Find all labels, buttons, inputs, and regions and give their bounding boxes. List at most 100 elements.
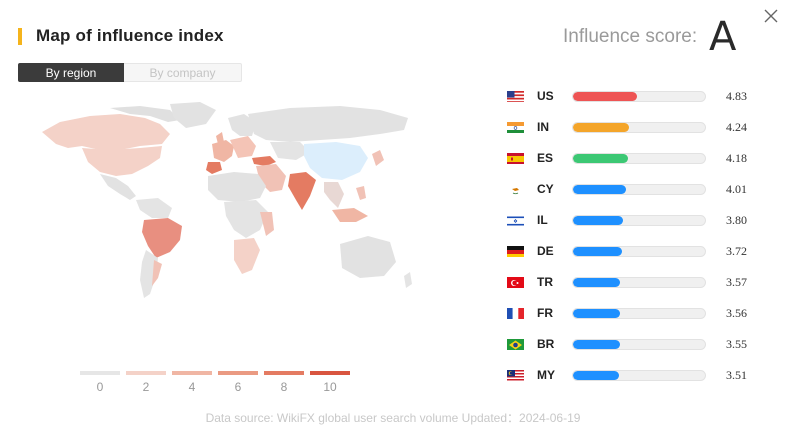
country-code: TR xyxy=(537,275,553,289)
us-flag-icon xyxy=(507,90,524,102)
country-code: DE xyxy=(537,244,554,258)
my-flag-icon xyxy=(507,369,524,381)
country-code: US xyxy=(537,89,554,103)
country-code: BR xyxy=(537,337,555,351)
region-usa xyxy=(82,146,162,176)
region-malaysia-indonesia xyxy=(332,208,368,222)
ranking-row-us[interactable]: US 4.83 xyxy=(507,86,747,106)
score-bar xyxy=(572,90,706,102)
legend-swatch xyxy=(218,371,258,375)
ranking-row-il[interactable]: IL 3.80 xyxy=(507,210,747,230)
legend-item: 0 xyxy=(80,371,120,394)
ranking-row-de[interactable]: DE 3.72 xyxy=(507,241,747,261)
region-uk xyxy=(216,132,224,144)
region-south-america-north xyxy=(136,198,172,218)
de-flag-icon xyxy=(507,245,524,257)
score-bar-fill xyxy=(573,308,620,318)
country-code: IL xyxy=(537,213,548,227)
score-bar xyxy=(572,338,706,350)
score-bar-fill xyxy=(573,91,637,101)
legend-label: 4 xyxy=(188,380,196,394)
score-bar-fill xyxy=(573,277,621,287)
region-canada-north xyxy=(110,106,180,122)
legend-item: 8 xyxy=(264,371,304,394)
legend-label: 0 xyxy=(96,380,104,394)
score-value: 3.57 xyxy=(726,274,747,289)
score-bar-fill xyxy=(573,153,629,163)
ranking-row-in[interactable]: IN 4.24 xyxy=(507,117,747,137)
score-bar-fill xyxy=(573,246,623,256)
br-flag-icon xyxy=(507,338,524,350)
region-spain xyxy=(206,162,222,174)
ranking-row-es[interactable]: ES 4.18 xyxy=(507,148,747,168)
score-value: 3.72 xyxy=(726,243,747,258)
region-south-africa xyxy=(234,238,260,274)
score-bar-fill xyxy=(573,122,629,132)
legend-label: 6 xyxy=(234,380,242,394)
country-code: IN xyxy=(537,120,549,134)
region-japan-korea xyxy=(372,150,384,166)
score-value: 3.51 xyxy=(726,367,747,382)
score-bar xyxy=(572,369,706,381)
region-australia xyxy=(340,236,396,278)
close-button[interactable] xyxy=(762,7,780,25)
score-bar xyxy=(572,152,706,164)
region-south-america-south xyxy=(140,250,158,298)
tab-by-region[interactable]: By region xyxy=(18,63,124,82)
ranking-row-cy[interactable]: CY 4.01 xyxy=(507,179,747,199)
legend-label: 2 xyxy=(142,380,150,394)
region-central-asia xyxy=(270,142,310,160)
ranking-row-my[interactable]: MY 3.51 xyxy=(507,365,747,385)
ranking-row-br[interactable]: BR 3.55 xyxy=(507,334,747,354)
legend-label: 8 xyxy=(280,380,288,394)
score-value: 3.56 xyxy=(726,305,747,320)
ranking-row-tr[interactable]: TR 3.57 xyxy=(507,272,747,292)
world-map-svg xyxy=(42,102,412,298)
region-mexico-central xyxy=(100,174,136,200)
ranking-row-fr[interactable]: FR 3.56 xyxy=(507,303,747,323)
region-philippines xyxy=(356,186,366,200)
region-new-zealand xyxy=(404,272,412,288)
region-china xyxy=(304,142,368,180)
score-bar xyxy=(572,183,706,195)
tr-flag-icon xyxy=(507,276,524,288)
close-icon xyxy=(764,9,778,23)
score-value: 3.80 xyxy=(726,212,747,227)
in-flag-icon xyxy=(507,121,524,133)
score-bar xyxy=(572,307,706,319)
score-bar-fill xyxy=(573,215,624,225)
influence-score-label: Influence score: xyxy=(563,26,698,47)
score-bar xyxy=(572,276,706,288)
legend-swatch xyxy=(80,371,120,375)
legend-swatch xyxy=(172,371,212,375)
legend-label: 10 xyxy=(323,380,337,394)
score-value: 4.24 xyxy=(726,119,747,134)
region-argentina xyxy=(152,260,162,286)
region-western-europe xyxy=(212,140,234,162)
region-greenland xyxy=(170,102,216,128)
legend-item: 4 xyxy=(172,371,212,394)
country-code: ES xyxy=(537,151,554,165)
legend-item: 10 xyxy=(310,371,350,394)
tab-by-company[interactable]: By company xyxy=(124,63,242,82)
score-value: 4.83 xyxy=(726,88,747,103)
score-bar xyxy=(572,214,706,226)
score-bar-fill xyxy=(573,339,620,349)
score-value: 3.55 xyxy=(726,336,747,351)
region-russia xyxy=(248,106,408,142)
region-turkey xyxy=(252,156,276,166)
region-india xyxy=(288,172,316,210)
map-legend: 0 2 4 6 8 10 xyxy=(80,371,356,394)
legend-swatch xyxy=(310,371,350,375)
es-flag-icon xyxy=(507,152,524,164)
il-flag-icon xyxy=(507,214,524,226)
score-bar xyxy=(572,121,706,133)
legend-item: 6 xyxy=(218,371,258,394)
score-bar-fill xyxy=(573,370,620,380)
data-source-footer: Data source: WikiFX global user search v… xyxy=(205,411,581,425)
region-brazil xyxy=(142,218,182,258)
region-central-africa xyxy=(224,200,268,238)
region-scandinavia xyxy=(228,114,256,136)
country-code: FR xyxy=(537,306,553,320)
region-alaska-canada xyxy=(42,114,170,150)
